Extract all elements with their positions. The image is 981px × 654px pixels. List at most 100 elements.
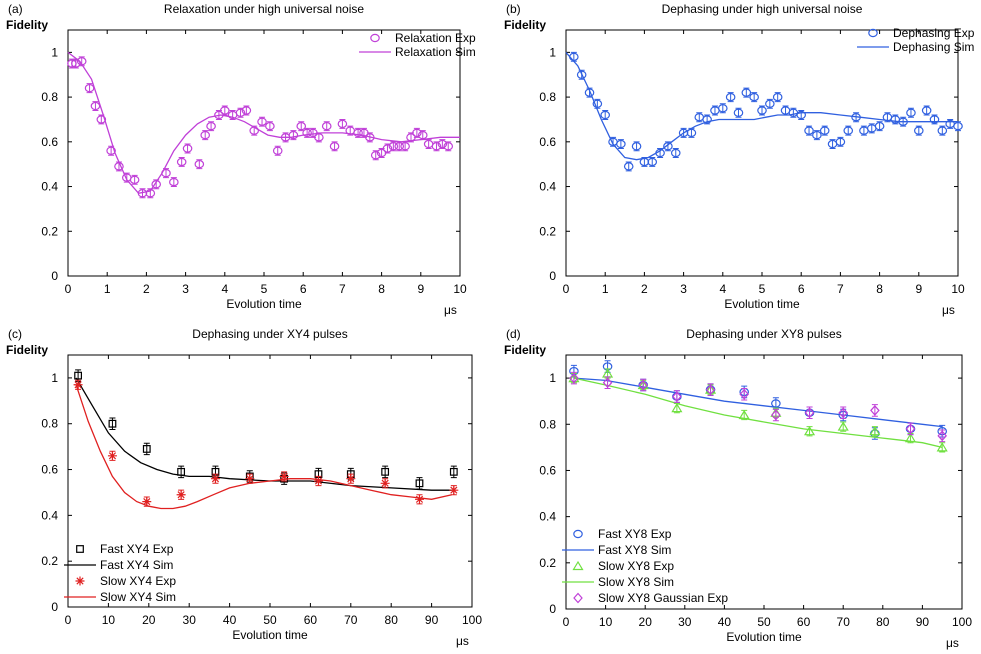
- x-tick-label: 7: [837, 282, 844, 296]
- error-bar: [649, 156, 656, 167]
- data-point: [272, 146, 283, 155]
- data-point: [296, 121, 307, 131]
- data-point: [414, 494, 424, 504]
- error-bar: [109, 417, 116, 430]
- error-bar: [208, 121, 215, 132]
- data-point: [771, 409, 781, 421]
- x-axis-unit: μs: [456, 634, 469, 648]
- legend-swatch: [573, 529, 583, 539]
- error-bar: [892, 114, 899, 125]
- data-point: [353, 128, 363, 138]
- legend-label: Relaxation Exp: [395, 31, 476, 45]
- y-axis-label: Fidelity: [6, 18, 48, 32]
- data-point: [835, 137, 846, 147]
- error-bar: [696, 112, 703, 123]
- chart-panel-2: (b) Dephasing under high universal noise F…: [504, 2, 975, 317]
- x-tick-label: 10: [453, 282, 467, 296]
- series-line: [565, 51, 958, 161]
- data-point: [90, 101, 101, 111]
- data-point: [576, 70, 587, 79]
- chart-title: Dephasing under XY8 pulses: [686, 327, 841, 341]
- x-tick-label: 4: [221, 282, 228, 296]
- data-point: [602, 377, 613, 389]
- x-tick-label: 100: [462, 613, 482, 627]
- data-point: [913, 126, 924, 135]
- x-tick-label: 9: [417, 282, 424, 296]
- x-tick-label: 3: [680, 282, 687, 296]
- data-point: [142, 497, 152, 507]
- data-point: [151, 180, 161, 189]
- series-line: [75, 384, 452, 510]
- error-bar: [813, 130, 820, 141]
- panel-label: (d): [506, 327, 521, 341]
- data-point: [663, 142, 673, 151]
- y-tick-label: 0.8: [539, 417, 556, 431]
- y-tick-label: 0.8: [41, 90, 58, 104]
- legend-label: Dephasing Sim: [893, 40, 974, 54]
- data-point: [381, 467, 390, 476]
- x-tick-label: 0: [65, 282, 72, 296]
- error-bar: [719, 103, 726, 114]
- x-tick-label: 0: [563, 615, 570, 629]
- y-tick-label: 0: [51, 269, 58, 283]
- y-tick-label: 0.4: [539, 180, 556, 194]
- x-tick-label: 6: [798, 282, 805, 296]
- legend-label: Fast XY8 Exp: [598, 527, 672, 541]
- error-bar: [664, 141, 671, 152]
- x-axis-label: Evolution time: [232, 628, 308, 642]
- x-tick-label: 90: [916, 615, 930, 629]
- legend-swatch: [572, 560, 584, 571]
- x-tick-label: 6: [300, 282, 307, 296]
- y-tick-label: 0.2: [41, 224, 58, 238]
- data-point: [380, 478, 390, 488]
- legend-label: Relaxation Sim: [395, 45, 476, 59]
- error-bar: [331, 141, 338, 152]
- data-point: [921, 106, 932, 115]
- x-tick-label: 80: [876, 615, 890, 629]
- data-point: [107, 451, 117, 461]
- error-bar: [759, 105, 765, 116]
- data-point: [200, 130, 210, 140]
- error-bar: [274, 145, 281, 156]
- data-point: [257, 117, 267, 126]
- legend-label: Slow XY4 Exp: [100, 574, 176, 588]
- error-bar: [923, 105, 930, 116]
- error-bar: [711, 105, 718, 116]
- x-tick-label: 40: [718, 615, 732, 629]
- plot-frame: [565, 29, 959, 277]
- data-point: [279, 471, 289, 481]
- error-bar: [860, 125, 867, 136]
- x-tick-label: 60: [304, 613, 318, 627]
- legend-label: Fast XY4 Exp: [100, 542, 174, 556]
- error-bar: [837, 136, 844, 147]
- data-point: [874, 121, 885, 131]
- data-point: [837, 421, 849, 431]
- data-point: [937, 430, 948, 442]
- data-point: [169, 177, 179, 187]
- error-bar: [416, 477, 423, 490]
- x-axis-unit: μs: [946, 636, 959, 650]
- y-tick-label: 0: [549, 269, 556, 283]
- data-point: [337, 119, 348, 129]
- legend-label: Slow XY4 Sim: [100, 590, 176, 604]
- error-bar: [243, 105, 250, 116]
- error-bar: [735, 107, 742, 118]
- error-bar: [790, 107, 797, 118]
- x-tick-label: 10: [599, 615, 613, 629]
- x-tick-label: 30: [183, 613, 197, 627]
- x-tick-label: 50: [263, 613, 277, 627]
- x-tick-label: 1: [602, 282, 609, 296]
- data-point: [803, 426, 816, 436]
- data-point: [412, 128, 422, 138]
- error-bar: [339, 118, 346, 129]
- data-point: [71, 59, 81, 68]
- data-point: [382, 144, 393, 153]
- data-point: [702, 115, 712, 124]
- error-bar: [939, 125, 946, 136]
- error-bar: [323, 121, 330, 132]
- y-tick-label: 1: [51, 371, 58, 385]
- data-point: [906, 108, 916, 117]
- data-point: [772, 92, 783, 102]
- legend-swatch: [76, 545, 84, 553]
- legend-swatch: [573, 592, 583, 604]
